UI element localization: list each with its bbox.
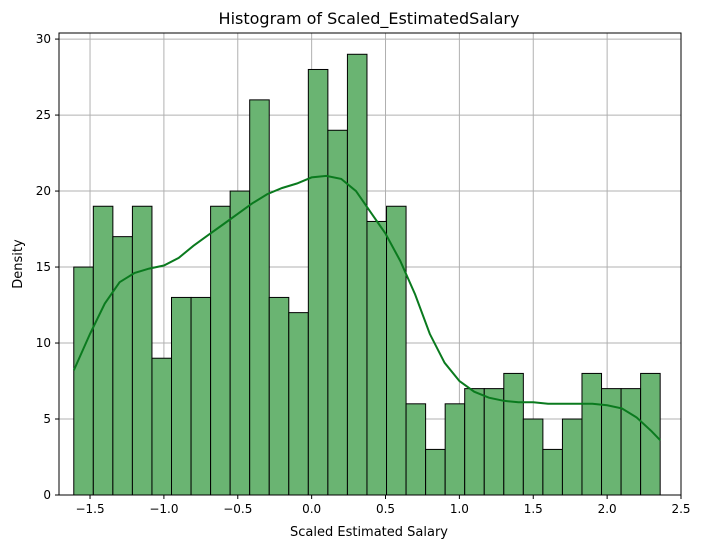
histogram-bar: [405, 403, 427, 496]
x-tick-label: −0.5: [223, 502, 252, 516]
histogram-bar: [131, 205, 153, 496]
histogram-bar: [151, 357, 173, 496]
x-tick-label: −1.5: [75, 502, 104, 516]
histogram-bar: [444, 403, 466, 496]
histogram-bar: [640, 372, 661, 496]
y-tick-label: 15: [36, 260, 51, 274]
histogram-bar: [327, 129, 348, 496]
kde-curve-group: [72, 174, 662, 441]
histogram-bar: [210, 205, 231, 496]
histogram-bar: [346, 53, 368, 496]
kde-curve: [72, 174, 662, 441]
y-tick-label: 0: [43, 488, 51, 502]
histogram-bar: [229, 190, 251, 496]
histogram-bar: [190, 296, 212, 496]
y-tick-label: 20: [36, 184, 51, 198]
x-tick-label: 2.0: [598, 502, 617, 516]
histogram-bar: [522, 418, 544, 496]
histogram-bar: [581, 372, 603, 496]
plot-frame: [58, 32, 682, 496]
x-tick-label: 0.5: [376, 502, 395, 516]
y-axis-ticks: 0 5 10 15 20 25 30: [36, 32, 59, 502]
histogram-bars: [73, 53, 661, 496]
histogram-bar: [620, 388, 642, 496]
y-tick-label: 30: [36, 32, 51, 46]
histogram-bar: [73, 266, 94, 496]
histogram-bar: [464, 388, 485, 496]
x-axis-ticks: −1.5 −1.0 −0.5 0.0 0.5 1.0 1.5 2.0 2.5: [75, 495, 691, 516]
x-tick-label: 0.0: [302, 502, 321, 516]
x-axis-label: Scaled Estimated Salary: [290, 525, 448, 540]
histogram-bar: [483, 388, 505, 496]
histogram-bar: [249, 99, 270, 496]
histogram-bar: [92, 205, 114, 496]
histogram-bar: [288, 312, 309, 496]
y-tick-label: 5: [43, 412, 51, 426]
histogram-bar: [268, 296, 290, 496]
y-tick-label: 25: [36, 108, 51, 122]
x-tick-label: 1.5: [524, 502, 543, 516]
histogram-bar: [307, 68, 329, 496]
x-tick-label: 2.5: [671, 502, 690, 516]
y-axis-label: Density: [11, 239, 26, 289]
x-tick-label: −1.0: [149, 502, 178, 516]
histogram-bar: [366, 220, 388, 496]
y-tick-label: 10: [36, 336, 51, 350]
histogram-bar: [386, 205, 407, 496]
x-tick-label: 1.0: [450, 502, 469, 516]
chart-title: Histogram of Scaled_EstimatedSalary: [219, 9, 520, 29]
histogram-bar: [503, 372, 524, 496]
histogram-bar: [542, 448, 563, 496]
histogram-bar: [561, 418, 583, 496]
histogram-bar: [171, 296, 192, 496]
histogram-bar: [425, 448, 446, 496]
